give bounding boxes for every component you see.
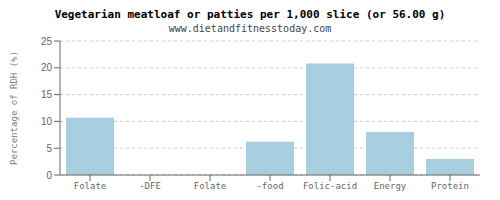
svg-text:5: 5 [46, 143, 52, 154]
svg-text:Protein: Protein [431, 181, 469, 191]
svg-text:-DFE: -DFE [139, 181, 161, 191]
html-text:www.dietandfitnesstoday.com: www.dietandfitnesstoday.com [168, 23, 332, 34]
svg-text:Folate: Folate [194, 181, 227, 191]
svg-text:0: 0 [46, 170, 52, 181]
svg-text:-food: -food [256, 181, 283, 191]
svg-text:10: 10 [41, 116, 53, 127]
svg-text:25: 25 [41, 36, 53, 47]
svg-text:Percentage of RDH (%): Percentage of RDH (%) [9, 51, 19, 165]
svg-text:Folic-acid: Folic-acid [303, 181, 357, 191]
svg-text:Energy: Energy [374, 181, 407, 191]
svg-text:15: 15 [41, 89, 53, 100]
html-text:Vegetarian meatloaf or patties: Vegetarian meatloaf or patties per 1,000… [54, 8, 446, 21]
svg-text:Folate: Folate [74, 181, 107, 191]
svg-text:20: 20 [41, 62, 53, 73]
